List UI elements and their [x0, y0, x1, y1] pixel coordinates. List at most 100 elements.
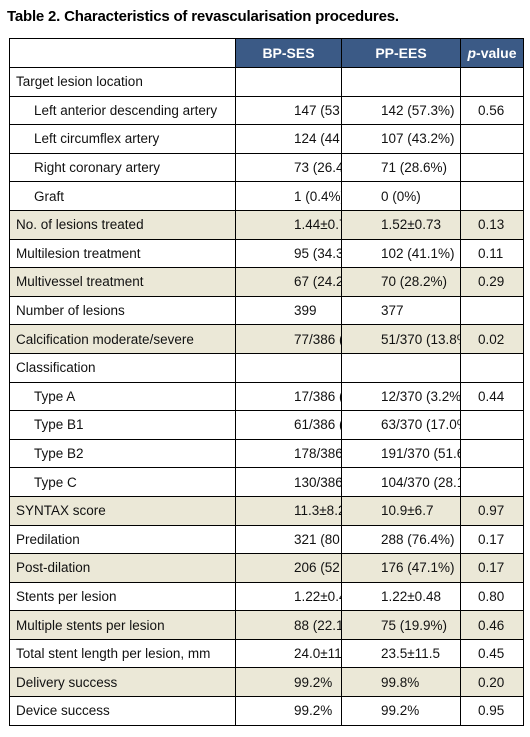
- pp-ees-value-cell: 176 (47.1%): [341, 553, 461, 583]
- bp-ses-value-cell: 95 (34.3%): [235, 238, 342, 269]
- bp-ses-value-cell: 124 (44.8%): [235, 124, 342, 154]
- pp-ees-value-cell: 70 (28.2%): [341, 267, 461, 297]
- pp-ees-value-cell: 102 (41.1%): [341, 238, 461, 269]
- p-value-cell: 0.95: [460, 696, 524, 726]
- bp-ses-value-cell: 73 (26.4%): [235, 152, 342, 183]
- pp-ees-value-cell: 99.2%: [341, 696, 461, 726]
- table-row: Device success 99.2% 99.2% 0.95: [9, 696, 524, 726]
- row-label-cell: Type A: [9, 381, 236, 412]
- pp-ees-value-cell: 12/370 (3.2%): [341, 381, 461, 412]
- pp-ees-value-cell: 142 (57.3%): [341, 95, 461, 126]
- header-pp-ees: PP-EES: [341, 38, 461, 68]
- p-value-cell: [460, 410, 524, 440]
- p-value-cell: 0.45: [460, 638, 524, 669]
- pp-ees-value-cell: 75 (19.9%): [341, 610, 461, 640]
- p-value-cell: 0.17: [460, 524, 524, 555]
- p-value-cell: [460, 295, 524, 326]
- pp-ees-value-cell: 10.9±6.7: [341, 495, 461, 526]
- pp-ees-value-cell: 104/370 (28.1%): [341, 467, 461, 497]
- bp-ses-value-cell: 321 (80.5%): [235, 524, 342, 555]
- bp-ses-value-cell: 99.2%: [235, 696, 342, 726]
- bp-ses-value-cell: 17/386 (4.4%): [235, 381, 342, 412]
- bp-ses-value-cell: 178/386 (46.1%): [235, 438, 342, 469]
- p-value-cell: 0.13: [460, 209, 524, 240]
- pp-ees-value-cell: [341, 67, 461, 97]
- p-value-cell: 0.44: [460, 381, 524, 412]
- p-value-cell: [460, 467, 524, 497]
- p-value-cell: 0.17: [460, 553, 524, 583]
- bp-ses-value-cell: 88 (22.1%): [235, 610, 342, 640]
- pp-ees-value-cell: 191/370 (51.6%): [341, 438, 461, 469]
- bp-ses-value-cell: 99.2%: [235, 667, 342, 698]
- pp-ees-value-cell: 23.5±11.5: [341, 638, 461, 669]
- bp-ses-value-cell: 67 (24.2%): [235, 267, 342, 297]
- row-label-cell: Calcification moderate/severe: [9, 324, 236, 354]
- table-row: Number of lesions 399 377: [9, 295, 524, 326]
- bp-ses-value-cell: 24.0±11.7: [235, 638, 342, 669]
- row-label-cell: Multiple stents per lesion: [9, 610, 236, 640]
- p-value-cell: [460, 352, 524, 383]
- bp-ses-value-cell: 1.44±0.70: [235, 209, 342, 240]
- p-value-cell: 0.97: [460, 495, 524, 526]
- row-label-cell: Stents per lesion: [9, 581, 236, 612]
- p-value-cell: 0.56: [460, 95, 524, 126]
- pp-ees-value-cell: 51/370 (13.8%): [341, 324, 461, 354]
- bp-ses-value-cell: 206 (52.0%): [235, 553, 342, 583]
- table-row: Total stent length per lesion, mm 24.0±11…: [9, 638, 524, 669]
- bp-ses-value-cell: 61/386 (15.8%): [235, 410, 342, 440]
- p-value-cell: [460, 152, 524, 183]
- header-blank-cell: [9, 38, 236, 68]
- bp-ses-value-cell: [235, 67, 342, 97]
- bp-ses-value-cell: 399: [235, 295, 342, 326]
- row-label-cell: Target lesion location: [9, 67, 236, 97]
- row-label-cell: SYNTAX score: [9, 495, 236, 526]
- p-value-cell: [460, 67, 524, 97]
- row-label-cell: Device success: [9, 696, 236, 726]
- revascularisation-table: BP-SES PP-EES p-value Target lesion loca…: [9, 38, 524, 726]
- table-header-row: BP-SES PP-EES p-value: [9, 38, 524, 68]
- bp-ses-value-cell: 1.22±0.48: [235, 581, 342, 612]
- p-value-cell: [460, 181, 524, 211]
- table-row: Classification: [9, 352, 524, 383]
- table-title: Table 2. Characteristics of revascularis…: [7, 8, 399, 25]
- row-label-cell: Predilation: [9, 524, 236, 555]
- pp-ees-value-cell: 107 (43.2%): [341, 124, 461, 154]
- row-label-cell: Delivery success: [9, 667, 236, 698]
- row-label-cell: Type C: [9, 467, 236, 497]
- p-value-cell: [460, 124, 524, 154]
- row-label-cell: Total stent length per lesion, mm: [9, 638, 236, 669]
- row-label-cell: Left anterior descending artery: [9, 95, 236, 126]
- header-p-suffix: -value: [476, 45, 517, 61]
- p-value-cell: 0.20: [460, 667, 524, 698]
- row-label-cell: Left circumflex artery: [9, 124, 236, 154]
- bp-ses-value-cell: 11.3±8.2: [235, 495, 342, 526]
- row-label-cell: Type B2: [9, 438, 236, 469]
- pp-ees-value-cell: 288 (76.4%): [341, 524, 461, 555]
- bp-ses-value-cell: [235, 352, 342, 383]
- bp-ses-value-cell: 1 (0.4%): [235, 181, 342, 211]
- bp-ses-value-cell: 77/386 (19.9%): [235, 324, 342, 354]
- table-row: Target lesion location: [9, 67, 524, 97]
- bp-ses-value-cell: 147 (53.1%): [235, 95, 342, 126]
- row-label-cell: Post-dilation: [9, 553, 236, 583]
- row-label-cell: Multilesion treatment: [9, 238, 236, 269]
- header-bp-ses: BP-SES: [235, 38, 342, 68]
- pp-ees-value-cell: 63/370 (17.0%): [341, 410, 461, 440]
- table-row: No. of lesions treated1.44±0.701.52±0.73…: [9, 209, 524, 240]
- row-label-cell: Right coronary artery: [9, 152, 236, 183]
- pp-ees-value-cell: [341, 352, 461, 383]
- pp-ees-value-cell: 99.8%: [341, 667, 461, 698]
- table-row: Graft 1 (0.4%) 0 (0%): [9, 181, 524, 211]
- pp-ees-value-cell: 71 (28.6%): [341, 152, 461, 183]
- header-p-value: p-value: [460, 38, 524, 68]
- row-label-cell: Type B1: [9, 410, 236, 440]
